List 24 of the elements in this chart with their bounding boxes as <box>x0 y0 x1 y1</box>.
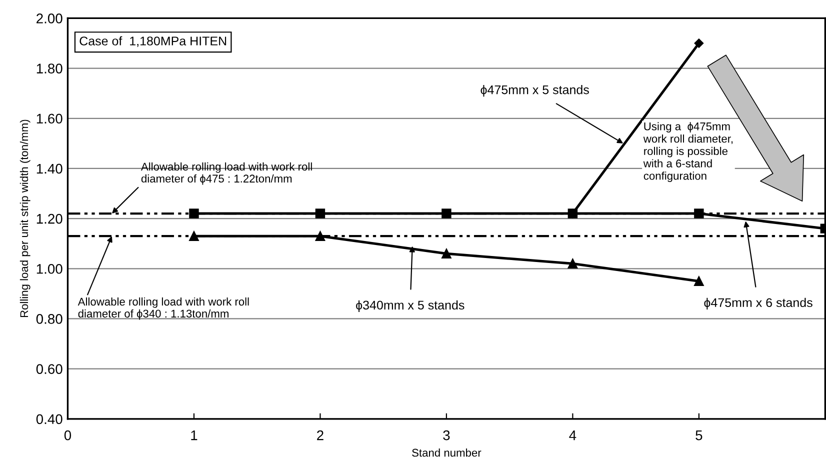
x-tick-label: 3 <box>443 430 450 440</box>
y-tick-label: 1.00 <box>36 264 62 274</box>
y-tick-label: 1.60 <box>36 114 62 124</box>
x-tick-label: 5 <box>696 430 702 440</box>
y-tick-label: 0.80 <box>36 314 62 324</box>
text: ϕ340mm x 5 stands <box>356 300 464 312</box>
text: ϕ475mm x 6 stands <box>704 298 812 310</box>
annotation: Using a ϕ475mm work roll diameter, rolling is possible with a 6-stand configuration <box>643 122 733 182</box>
x-tick-label: 2 <box>317 430 324 440</box>
x-tick-label: 1 <box>191 430 198 440</box>
text: Case of 1,180MPa HITEN <box>80 36 226 47</box>
x-tick-label: 0 <box>64 430 72 440</box>
x-axis-title: Stand number <box>412 448 482 457</box>
y-axis-title: Rolling load per unit strip width (ton/mm) <box>20 120 30 318</box>
x-tick-label: 4 <box>569 430 576 440</box>
y-tick-label: 0.60 <box>36 364 62 374</box>
y-tick-label: 1.40 <box>36 164 62 174</box>
ref-line-label: Allowable rolling load with work roll diameter of ϕ340 : 1.13ton/mm <box>78 297 249 320</box>
y-tick-label: 1.20 <box>36 214 62 224</box>
ref-line-label: Allowable rolling load with work roll diameter of ϕ475 : 1.22ton/mm <box>140 162 312 185</box>
y-tick-label: 1.80 <box>36 64 62 74</box>
y-tick-label: 2.00 <box>36 14 62 24</box>
y-tick-label: 0.40 <box>36 414 62 424</box>
text: ϕ475mm x 5 stands <box>480 85 589 97</box>
